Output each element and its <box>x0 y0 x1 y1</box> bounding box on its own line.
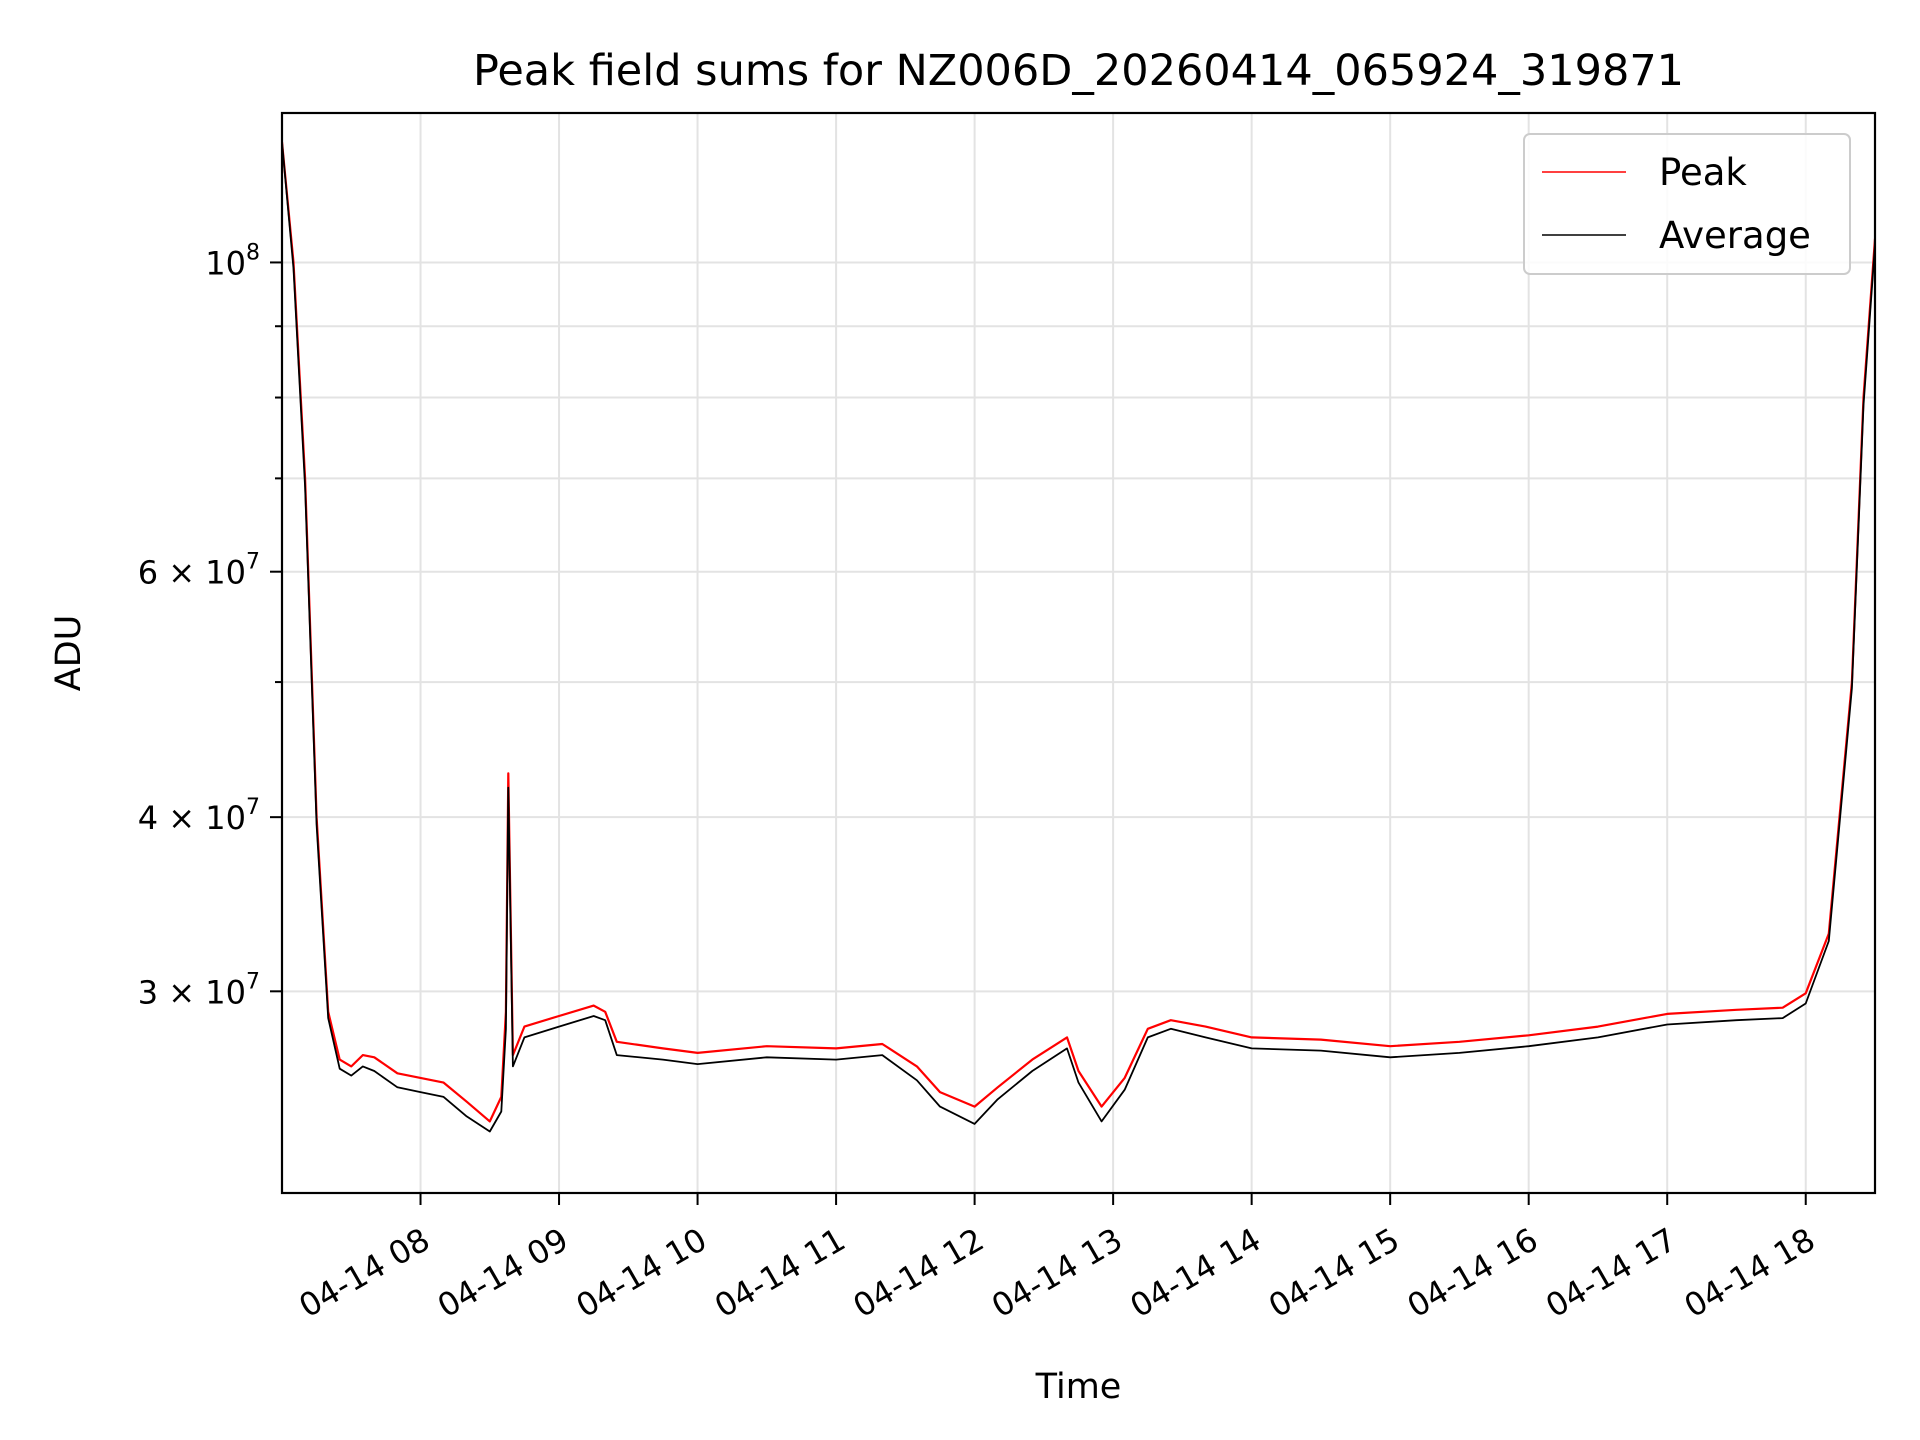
y-tick-label: 6 × 107 <box>138 550 260 592</box>
x-tick-label: 04-14 17 <box>1539 1220 1683 1325</box>
y-axis-label: ADU <box>49 615 89 692</box>
x-tick-label: 04-14 16 <box>1401 1220 1545 1325</box>
legend-box <box>1523 133 1851 275</box>
x-tick-label: 04-14 10 <box>570 1220 714 1325</box>
x-tick-label: 04-14 13 <box>985 1220 1129 1325</box>
legend-label-average: Average <box>1659 214 1811 257</box>
x-axis-label: Time <box>1035 1367 1122 1407</box>
y-tick-exponent: 7 <box>246 795 260 820</box>
grid <box>282 113 1875 1193</box>
x-tick-label: 04-14 15 <box>1262 1220 1406 1325</box>
series-line-average <box>282 142 1875 1133</box>
chart-title: Peak field sums for NZ006D_20260414_0659… <box>473 46 1684 96</box>
series-line-peak <box>282 141 1875 1123</box>
x-tick-label: 04-14 14 <box>1124 1220 1268 1325</box>
legend: Peak Average <box>1523 133 1851 275</box>
y-tick-base: 4 × 10 <box>138 799 246 837</box>
plot-frame <box>280 111 1877 1195</box>
x-tick-label: 04-14 12 <box>847 1220 991 1325</box>
x-tick-label: 04-14 18 <box>1678 1220 1822 1325</box>
series-layer <box>282 141 1875 1133</box>
y-tick-label: 3 × 107 <box>138 969 260 1011</box>
y-tick-base: 6 × 10 <box>138 554 246 592</box>
x-tick-label: 04-14 09 <box>431 1220 575 1325</box>
y-tick-label: 4 × 107 <box>138 795 260 837</box>
y-tick-base: 10 <box>205 244 246 282</box>
y-tick-exponent: 8 <box>246 240 260 265</box>
legend-label-peak: Peak <box>1659 151 1747 194</box>
y-tick-exponent: 7 <box>246 969 260 994</box>
y-tick-exponent: 7 <box>246 550 260 575</box>
x-tick-label: 04-14 08 <box>293 1220 437 1325</box>
y-tick-base: 3 × 10 <box>138 973 246 1011</box>
y-tick-label: 108 <box>205 240 260 282</box>
x-tick-label: 04-14 11 <box>708 1220 852 1325</box>
